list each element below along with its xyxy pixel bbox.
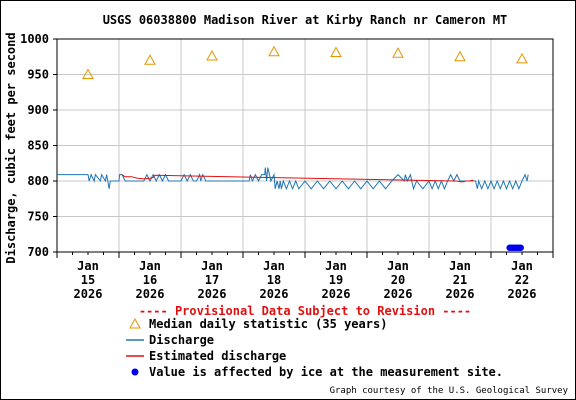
median-triangle-marker bbox=[268, 45, 280, 57]
x-axis: Jan152026Jan162026Jan172026Jan182026Jan1… bbox=[56, 252, 554, 301]
x-tick-label: 22 bbox=[515, 273, 529, 287]
x-tick-label: 16 bbox=[143, 273, 157, 287]
x-tick-label: Jan bbox=[387, 259, 409, 273]
series-marks bbox=[57, 45, 529, 251]
x-tick-label: Jan bbox=[263, 259, 285, 273]
legend-label: Discharge bbox=[149, 333, 214, 347]
x-tick-label: Jan bbox=[201, 259, 223, 273]
x-tick-label: 15 bbox=[81, 273, 95, 287]
median-triangle-marker bbox=[454, 50, 466, 62]
y-tick-label: 750 bbox=[27, 210, 49, 224]
x-tick-label: Jan bbox=[139, 259, 161, 273]
ice-affected-point bbox=[517, 244, 524, 251]
legend: Median daily statistic (35 years) Dischar… bbox=[126, 317, 503, 379]
median-triangle-marker bbox=[330, 46, 342, 57]
y-tick-label: 900 bbox=[27, 103, 49, 117]
x-tick-label: 2026 bbox=[322, 287, 351, 301]
x-tick-label: 2026 bbox=[74, 287, 103, 301]
chart-title: USGS 06038800 Madison River at Kirby Ran… bbox=[103, 13, 508, 27]
legend-label: Median daily statistic (35 years) bbox=[149, 317, 387, 331]
x-tick-label: Jan bbox=[77, 259, 99, 273]
median-triangle-marker bbox=[516, 52, 528, 64]
estimated-discharge-line bbox=[121, 174, 474, 183]
x-tick-label: 2026 bbox=[508, 287, 537, 301]
legend-dot-symbol bbox=[131, 368, 139, 376]
median-triangle-marker bbox=[82, 68, 94, 79]
x-tick-label: 20 bbox=[391, 273, 405, 287]
legend-label: Value is affected by ice at the measurem… bbox=[149, 365, 503, 379]
grid-lines bbox=[57, 39, 553, 252]
legend-label: Estimated discharge bbox=[149, 349, 286, 363]
x-tick-label: 18 bbox=[267, 273, 281, 287]
y-axis-label: Discharge, cubic feet per second bbox=[4, 32, 18, 263]
x-tick-label: Jan bbox=[511, 259, 533, 273]
median-triangle-marker bbox=[392, 47, 404, 58]
x-tick-label: 21 bbox=[453, 273, 467, 287]
y-axis: 700 750 800 850 900 950 1000 bbox=[20, 32, 57, 259]
x-tick-label: 2026 bbox=[446, 287, 475, 301]
x-tick-label: 2026 bbox=[198, 287, 227, 301]
credit-text: Graph courtesy of the U.S. Geological Su… bbox=[330, 386, 569, 396]
x-tick-label: 2026 bbox=[384, 287, 413, 301]
x-tick-label: 19 bbox=[329, 273, 343, 287]
y-tick-label: 1000 bbox=[20, 32, 49, 46]
provisional-notice: ---- Provisional Data Subject to Revisio… bbox=[139, 304, 471, 318]
y-tick-label: 800 bbox=[27, 174, 49, 188]
x-tick-label: Jan bbox=[325, 259, 347, 273]
legend-triangle-symbol bbox=[129, 317, 141, 329]
x-tick-label: 2026 bbox=[136, 287, 165, 301]
x-tick-label: 2026 bbox=[260, 287, 289, 301]
x-tick-label: 17 bbox=[205, 273, 219, 287]
y-tick-label: 950 bbox=[27, 68, 49, 82]
y-tick-label: 700 bbox=[27, 245, 49, 259]
median-triangle-marker bbox=[206, 50, 218, 61]
x-tick-label: Jan bbox=[449, 259, 471, 273]
median-triangle-marker bbox=[144, 54, 156, 65]
y-tick-label: 850 bbox=[27, 139, 49, 153]
